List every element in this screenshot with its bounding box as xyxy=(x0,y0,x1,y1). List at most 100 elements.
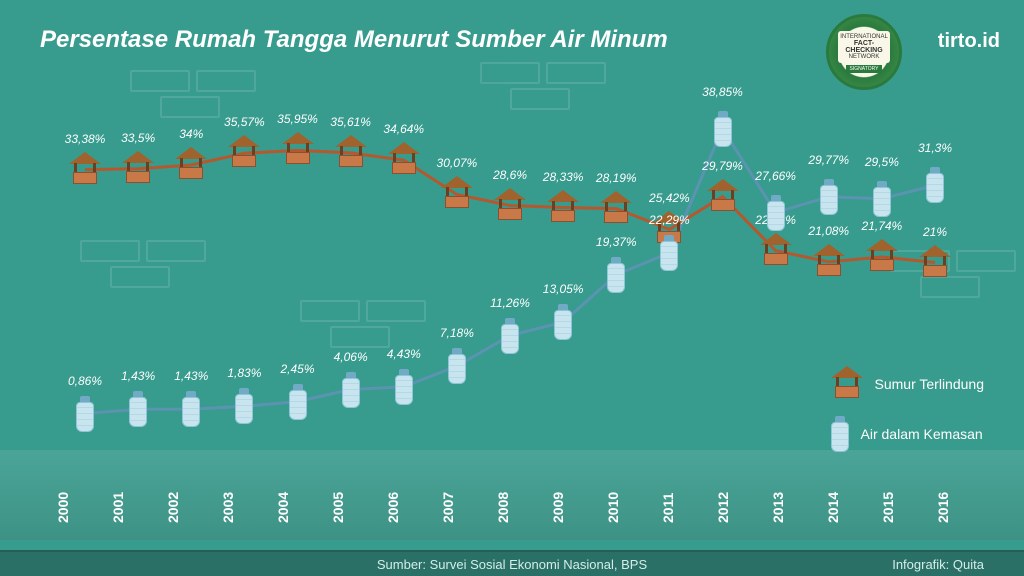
air-point xyxy=(660,235,678,271)
sumur-value-label: 29,79% xyxy=(702,159,743,173)
sumur-point xyxy=(547,194,579,222)
badge-tag: SIGNATORY xyxy=(846,65,883,73)
sumur-value-label: 28,19% xyxy=(596,171,637,185)
well-icon xyxy=(282,136,314,164)
bottle-icon xyxy=(76,396,94,432)
air-value-label: 13,05% xyxy=(543,282,584,296)
air-value-label: 31,3% xyxy=(918,141,952,155)
sumur-point xyxy=(494,192,526,220)
bottle-icon xyxy=(873,181,891,217)
fact-check-badge: INTERNATIONAL FACT-CHECKING NETWORK SIGN… xyxy=(826,14,902,90)
well-icon xyxy=(494,192,526,220)
air-point xyxy=(501,318,519,354)
sumur-point xyxy=(335,139,367,167)
air-point xyxy=(342,372,360,408)
bottle-icon xyxy=(182,391,200,427)
chart-area: 33,38%33,5%34%35,57%35,95%35,61%34,64%30… xyxy=(60,100,960,460)
bottle-icon xyxy=(501,318,519,354)
sumur-value-label: 35,95% xyxy=(277,112,318,126)
bottle-icon xyxy=(448,348,466,384)
sumur-value-label: 25,42% xyxy=(649,191,690,205)
air-point xyxy=(607,257,625,293)
legend: Sumur Terlindung Air dalam Kemasan xyxy=(831,370,984,452)
sumur-value-label: 34% xyxy=(179,127,203,141)
sumur-value-label: 28,33% xyxy=(543,170,584,184)
bottle-icon xyxy=(342,372,360,408)
well-icon xyxy=(335,139,367,167)
sumur-value-label: 30,07% xyxy=(437,156,478,170)
air-value-label: 38,85% xyxy=(702,85,743,99)
year-label: 2000 xyxy=(55,503,85,523)
footer-bar: Sumber: Survei Sosial Ekonomi Nasional, … xyxy=(0,550,1024,576)
sumur-point xyxy=(228,139,260,167)
bottle-icon xyxy=(660,235,678,271)
well-icon xyxy=(919,249,951,277)
air-value-label: 1,43% xyxy=(121,369,155,383)
air-point xyxy=(395,369,413,405)
year-label: 2005 xyxy=(330,503,360,523)
air-point xyxy=(554,304,572,340)
air-point xyxy=(289,384,307,420)
year-label: 2011 xyxy=(660,503,690,523)
legend-label: Air dalam Kemasan xyxy=(861,426,983,442)
air-point xyxy=(767,195,785,231)
year-label: 2010 xyxy=(605,503,635,523)
sumur-point xyxy=(813,248,845,276)
air-value-label: 1,83% xyxy=(227,366,261,380)
sumur-value-label: 33,5% xyxy=(121,131,155,145)
air-point xyxy=(926,167,944,203)
well-icon xyxy=(122,155,154,183)
air-value-label: 27,66% xyxy=(755,169,796,183)
air-value-label: 4,43% xyxy=(387,347,421,361)
well-icon xyxy=(813,248,845,276)
bottle-icon xyxy=(395,369,413,405)
sumur-point xyxy=(919,249,951,277)
year-label: 2007 xyxy=(440,503,470,523)
bottle-icon xyxy=(554,304,572,340)
air-point xyxy=(820,179,838,215)
well-icon xyxy=(228,139,260,167)
sumur-point xyxy=(175,151,207,179)
air-value-label: 29,5% xyxy=(865,155,899,169)
air-point xyxy=(873,181,891,217)
sumur-value-label: 35,57% xyxy=(224,115,265,129)
year-label: 2016 xyxy=(935,503,965,523)
well-icon xyxy=(175,151,207,179)
year-label: 2015 xyxy=(880,503,910,523)
bottle-icon xyxy=(831,416,849,452)
year-label: 2001 xyxy=(110,503,140,523)
well-icon xyxy=(600,195,632,223)
year-label: 2009 xyxy=(550,503,580,523)
well-icon xyxy=(69,156,101,184)
well-icon xyxy=(441,180,473,208)
sumur-point xyxy=(441,180,473,208)
year-label: 2014 xyxy=(825,503,855,523)
bottle-icon xyxy=(820,179,838,215)
bottle-icon xyxy=(607,257,625,293)
legend-air: Air dalam Kemasan xyxy=(831,416,984,452)
year-label: 2002 xyxy=(165,503,195,523)
sumur-point xyxy=(69,156,101,184)
air-value-label: 29,77% xyxy=(808,153,849,167)
air-value-label: 7,18% xyxy=(440,326,474,340)
air-value-label: 22,29% xyxy=(649,213,690,227)
sumur-value-label: 33,38% xyxy=(65,132,106,146)
bottle-icon xyxy=(926,167,944,203)
sumur-value-label: 34,64% xyxy=(383,122,424,136)
bottle-icon xyxy=(767,195,785,231)
year-label: 2013 xyxy=(770,503,800,523)
well-icon xyxy=(831,370,863,398)
legend-sumur: Sumur Terlindung xyxy=(831,370,984,398)
air-point xyxy=(129,391,147,427)
well-icon xyxy=(760,237,792,265)
sumur-value-label: 21% xyxy=(923,225,947,239)
year-label: 2012 xyxy=(715,503,745,523)
sumur-point xyxy=(388,146,420,174)
well-icon xyxy=(388,146,420,174)
bottle-icon xyxy=(289,384,307,420)
badge-line: FACT-CHECKING xyxy=(838,40,890,54)
air-value-label: 4,06% xyxy=(334,350,368,364)
air-point xyxy=(714,111,732,147)
air-point xyxy=(76,396,94,432)
footer-source: Sumber: Survei Sosial Ekonomi Nasional, … xyxy=(377,557,647,572)
